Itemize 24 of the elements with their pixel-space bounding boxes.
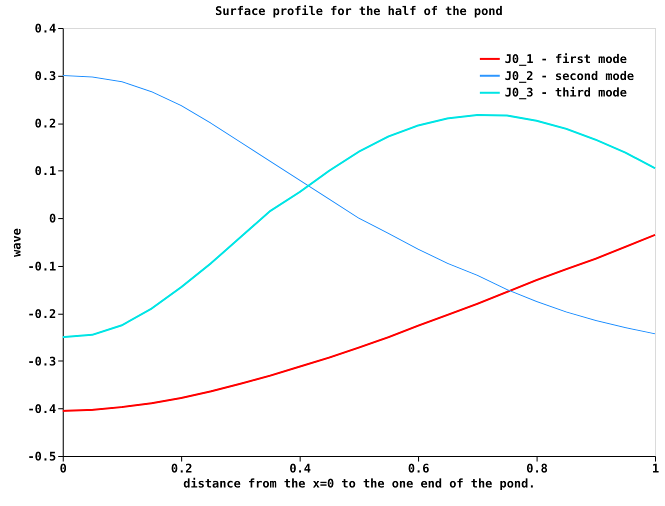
line-series: [62, 114, 656, 338]
y-tick-label: -0.1: [27, 259, 56, 274]
chart-title: Surface profile for the half of the pond: [215, 4, 503, 18]
y-tick-label: 0.3: [34, 69, 56, 84]
x-tick-label: 0.4: [289, 461, 311, 476]
y-tick-label: 0.1: [34, 164, 56, 178]
y-tick-label: 0.2: [34, 116, 56, 131]
legend-label: J0_1 - first mode: [504, 52, 627, 66]
x-tick-label: 0.6: [408, 461, 430, 476]
y-axis-title: wave: [10, 228, 24, 257]
x-tick-label: 1: [652, 461, 660, 476]
y-tick-label: -0.3: [27, 354, 56, 368]
y-tick-label: 0: [49, 212, 56, 226]
y-tick-label: 0.4: [34, 21, 56, 36]
x-tick-label: 0.8: [526, 461, 548, 476]
y-tick-label: -0.2: [27, 306, 56, 321]
legend-label: J0_3 - third mode: [504, 86, 627, 100]
legend-label: J0_2 - second mode: [504, 68, 634, 83]
x-axis-title: distance from the x=0 to the one end of the pond.: [183, 476, 536, 490]
x-tick-label: 0: [60, 461, 67, 476]
line-series: [62, 234, 656, 412]
y-tick-label: -0.4: [27, 402, 56, 416]
x-tick-label: 0.2: [170, 461, 192, 476]
y-tick-label: -0.5: [27, 450, 56, 464]
